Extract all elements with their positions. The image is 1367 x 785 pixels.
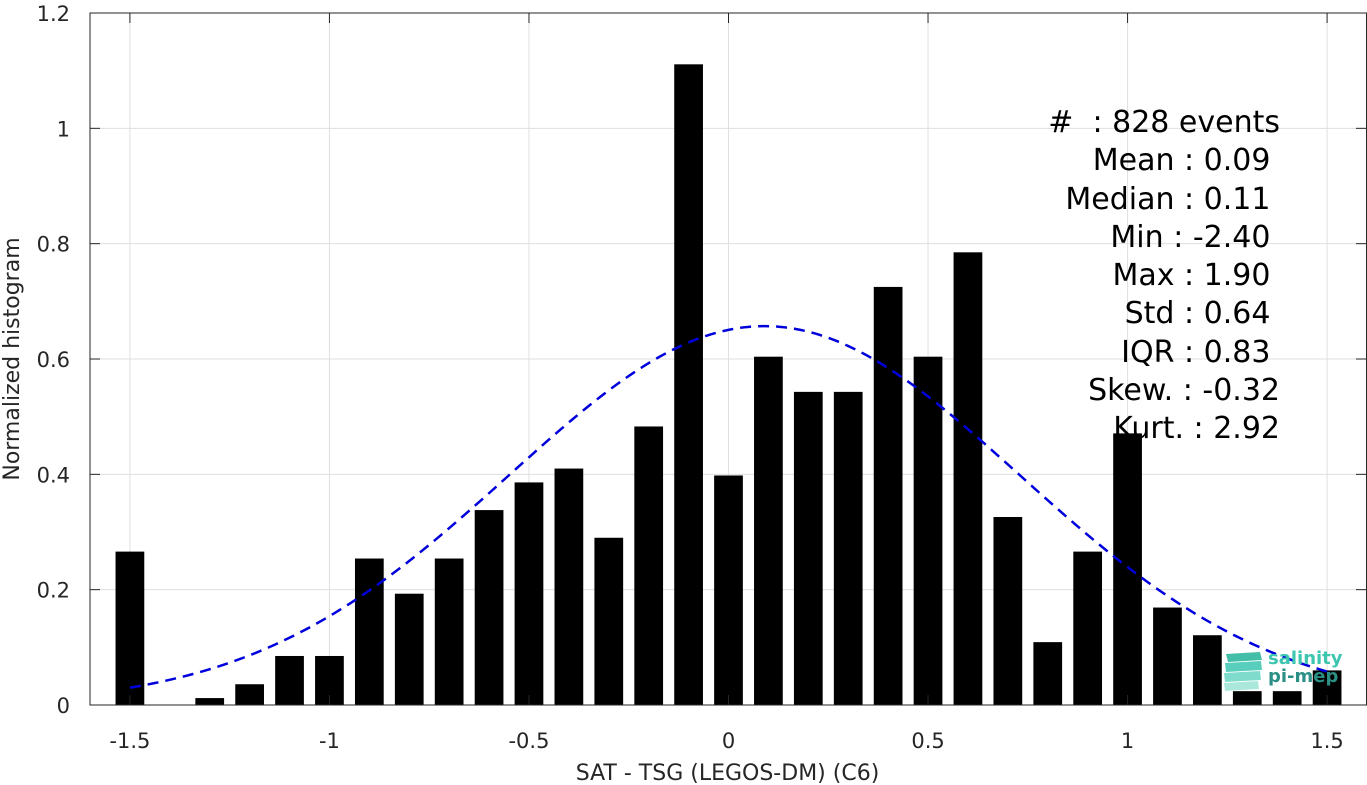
stat-mean: Mean : 0.09 xyxy=(1092,143,1280,179)
histogram-bar xyxy=(1272,691,1302,705)
x-tick-label: 0.5 xyxy=(911,729,944,753)
x-tick-label: -1 xyxy=(319,729,340,753)
y-tick-label: 0.4 xyxy=(37,463,70,487)
logo-wave-icon xyxy=(1224,652,1262,691)
histogram-bar xyxy=(594,537,624,705)
histogram-bar xyxy=(1153,607,1182,705)
x-tick-label: -0.5 xyxy=(508,729,549,753)
x-tick-label: 0 xyxy=(722,729,735,753)
y-tick-label: 0.8 xyxy=(37,233,70,257)
axis-ticks xyxy=(90,12,1366,706)
stat-max: Max : 1.90 xyxy=(1112,258,1280,294)
histogram-bar xyxy=(1193,635,1222,705)
histogram-bar xyxy=(833,391,863,705)
x-tick-label: 1 xyxy=(1121,729,1134,753)
histogram-bar xyxy=(1113,433,1142,705)
x-tick-label: 1.5 xyxy=(1310,729,1343,753)
histogram-bar xyxy=(394,593,424,705)
histogram-bars xyxy=(115,64,1342,706)
histogram-bar xyxy=(1033,642,1063,705)
stat-events: # : 828 events xyxy=(1048,105,1280,140)
histogram-bar xyxy=(1232,691,1262,705)
y-tick-label: 0.6 xyxy=(37,348,70,372)
y-tick-label: 1 xyxy=(57,117,70,141)
logo-text-pimep: pi-mep xyxy=(1268,666,1339,687)
histogram-bar xyxy=(953,252,983,706)
y-tick-label: 0.2 xyxy=(37,579,70,603)
x-tick-labels: -1.5 -1 -0.5 0 0.5 1 1.5 xyxy=(109,729,1343,753)
gaussian-fit-curve xyxy=(129,324,1328,689)
y-tick-label: 0 xyxy=(57,694,70,718)
histogram-bar xyxy=(674,64,703,705)
histogram-bar xyxy=(754,356,783,705)
stat-std: Std : 0.64 xyxy=(1124,296,1280,332)
histogram-bar xyxy=(714,475,743,705)
histogram-bar xyxy=(474,510,504,705)
stat-median: Median : 0.11 xyxy=(1065,181,1280,217)
histogram-bar xyxy=(275,655,304,705)
y-axis-label: Normalized histogram xyxy=(0,237,25,480)
histogram-bar xyxy=(514,482,544,705)
y-tick-labels: 0 0.2 0.4 0.6 0.8 1 1.2 xyxy=(37,2,70,718)
histogram-bar xyxy=(554,468,584,705)
stat-iqr: IQR : 0.83 xyxy=(1121,334,1280,370)
stat-skew: Skew. : -0.32 xyxy=(1088,373,1280,409)
histogram-bar xyxy=(235,684,264,705)
histogram-bar xyxy=(195,698,225,705)
logo-text-salinity: salinity xyxy=(1268,648,1343,669)
histogram-bar xyxy=(115,551,145,705)
x-axis-label: SAT - TSG (LEGOS-DM) (C6) xyxy=(576,761,880,785)
histogram-bar xyxy=(913,356,943,705)
salinity-pimep-logo: salinity pi-mep xyxy=(1222,646,1352,694)
histogram-bar xyxy=(993,517,1023,705)
x-tick-label: -1.5 xyxy=(109,729,150,753)
histogram-bar xyxy=(873,286,903,705)
statistics-box: # : 828 events Mean : 0.09 Median : 0.11… xyxy=(1000,104,1280,449)
histogram-bar xyxy=(634,426,664,705)
y-tick-label: 1.2 xyxy=(37,2,70,26)
stat-min: Min : -2.40 xyxy=(1110,219,1280,255)
histogram-bar xyxy=(1073,551,1103,705)
stat-kurt: Kurt. : 2.92 xyxy=(1113,411,1280,447)
histogram-bar xyxy=(354,558,384,705)
histogram-bar xyxy=(793,391,823,705)
histogram-bar xyxy=(434,558,464,705)
